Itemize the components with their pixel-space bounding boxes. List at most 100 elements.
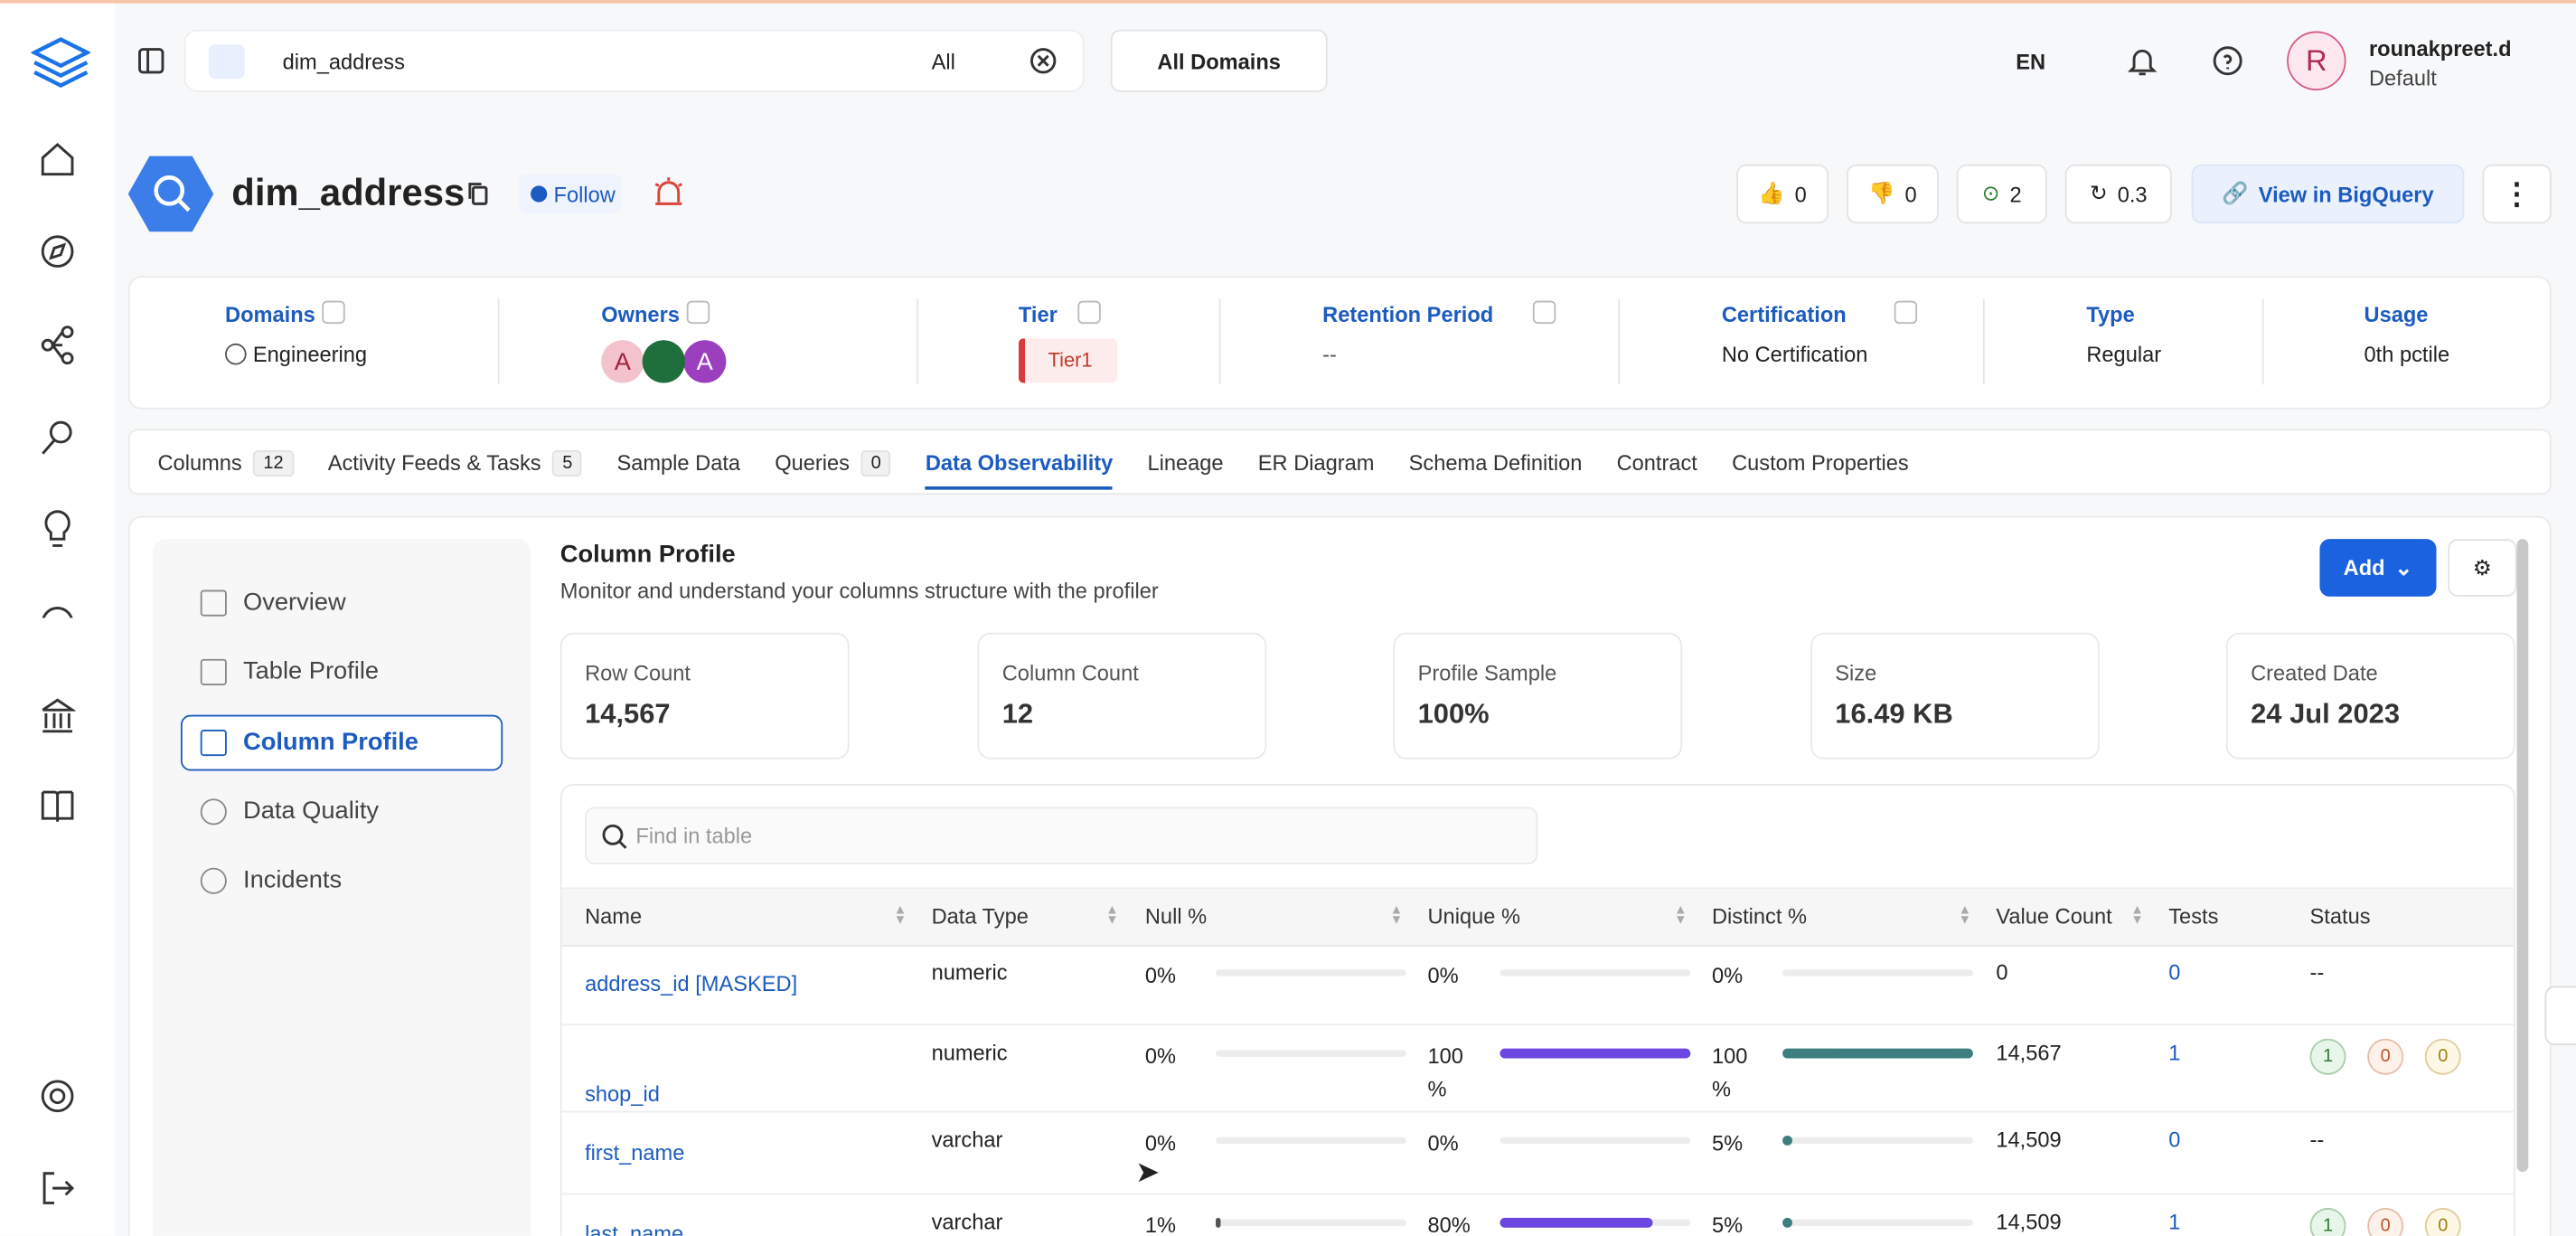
status: -- <box>2310 959 2325 984</box>
add-button[interactable]: Add⌄ <box>2319 539 2436 597</box>
tab[interactable]: Columns <box>157 450 241 475</box>
owner-avatar[interactable]: A <box>601 340 644 382</box>
column-header: Data Type <box>932 904 1029 929</box>
data-type: numeric <box>932 1041 1008 1065</box>
open-in-bigquery[interactable]: 🔗View in BigQuery <box>2192 165 2465 223</box>
nav-icons-bottom[interactable] <box>40 1078 76 1209</box>
nav-item[interactable]: Overview <box>243 589 346 617</box>
owner-avatar-image[interactable] <box>643 340 685 382</box>
sort-icon[interactable]: ▲▼ <box>1674 905 1687 925</box>
nav-icons-2[interactable] <box>40 697 76 828</box>
column-name[interactable]: first_name <box>585 1140 684 1165</box>
tab[interactable]: Lineage <box>1147 450 1223 475</box>
tab[interactable]: Sample Data <box>616 450 740 475</box>
tests[interactable]: 1 <box>2168 1210 2180 1234</box>
tests-count[interactable]: ⊙2 <box>1957 165 2047 223</box>
tab-underline <box>926 486 1113 490</box>
tab-count: 0 <box>861 450 891 476</box>
alert[interactable] <box>653 175 685 208</box>
column-header: Null % <box>1145 904 1207 929</box>
entity-name: dim_address <box>231 171 465 215</box>
copy[interactable] <box>466 183 489 205</box>
status-badge: 1 <box>2310 1039 2346 1075</box>
column-name[interactable]: address_id [MASKED] <box>585 971 797 995</box>
tab[interactable]: Data Observability <box>926 450 1113 475</box>
nav-icons[interactable] <box>40 141 76 618</box>
owner-avatar[interactable]: A <box>683 340 726 382</box>
property-label: Certification <box>1722 302 1847 326</box>
tab[interactable]: Contract <box>1617 450 1697 475</box>
edit-icon[interactable] <box>1894 301 1916 324</box>
tab[interactable]: Queries <box>775 450 850 475</box>
settings-button[interactable]: ⚙ <box>2448 539 2516 597</box>
sort-icon[interactable]: ▲▼ <box>1105 905 1118 925</box>
pct-label: 1% <box>1145 1210 1211 1236</box>
version[interactable]: ↻0.3 <box>2065 165 2172 223</box>
data-type: numeric <box>932 959 1008 984</box>
sort-icon[interactable]: ▲▼ <box>2130 905 2143 925</box>
tests[interactable]: 1 <box>2168 1041 2180 1065</box>
user-role: Default <box>2369 66 2437 90</box>
tab[interactable]: ER Diagram <box>1258 450 1375 475</box>
tab-count: 12 <box>253 450 293 476</box>
nav-item[interactable]: Data Quality <box>243 797 379 825</box>
user-avatar[interactable]: R <box>2287 32 2346 90</box>
help[interactable] <box>2213 46 2242 76</box>
pct-label: 5% <box>1712 1127 1778 1160</box>
column-name[interactable]: shop_id <box>585 1081 660 1106</box>
language[interactable]: EN <box>2016 50 2045 74</box>
tests[interactable]: 0 <box>2168 1127 2180 1152</box>
side-handle[interactable] <box>2544 986 2576 1045</box>
summary-value: 24 Jul 2023 <box>2251 698 2400 731</box>
sort-icon[interactable]: ▲▼ <box>1390 905 1403 925</box>
column-header: Value Count <box>1996 904 2111 929</box>
summary-card <box>560 633 850 760</box>
column-name[interactable]: last_name <box>585 1221 683 1235</box>
column-header: Status <box>2310 904 2371 929</box>
nav-icon <box>201 590 227 617</box>
divider <box>1983 299 1985 385</box>
tier-value: Tier1 <box>1048 348 1093 371</box>
row-border <box>562 1111 2514 1113</box>
summary-label: Profile Sample <box>1418 661 1557 685</box>
summary-label: Row Count <box>585 661 691 685</box>
tab[interactable]: Activity Feeds & Tasks <box>328 450 541 475</box>
more-menu[interactable]: ⋮ <box>2482 165 2551 223</box>
properties-card <box>128 276 2552 409</box>
tests[interactable]: 0 <box>2168 959 2180 984</box>
pct-bar <box>1216 1218 1220 1228</box>
tab[interactable]: Custom Properties <box>1732 450 1909 475</box>
nav-item[interactable]: Incidents <box>243 866 342 894</box>
upvote[interactable]: 👍0 <box>1736 165 1829 223</box>
summary-label: Size <box>1835 661 1876 685</box>
pct-track <box>1782 969 1973 976</box>
notifications[interactable] <box>2128 46 2158 76</box>
sort-icon[interactable]: ▲▼ <box>894 905 907 925</box>
tab[interactable]: Schema Definition <box>1409 450 1583 475</box>
pct-bar <box>1782 1218 1792 1228</box>
search-scope[interactable]: All <box>932 50 955 74</box>
clear-search[interactable] <box>1030 48 1057 74</box>
domain-filter[interactable]: All Domains <box>1111 30 1328 92</box>
top-accent <box>0 0 2576 4</box>
summary-card <box>2226 633 2515 760</box>
edit-icon[interactable] <box>1532 301 1555 324</box>
summary-label: Column Count <box>1002 661 1139 685</box>
sort-icon[interactable]: ▲▼ <box>1959 905 1971 925</box>
version-value: 0.3 <box>2118 182 2148 206</box>
add-label: Add <box>2344 555 2385 580</box>
search-icon <box>209 44 245 79</box>
downvote[interactable]: 👎0 <box>1847 165 1939 223</box>
nav-item[interactable]: Table Profile <box>243 658 379 686</box>
edit-icon[interactable] <box>1078 301 1101 324</box>
domain-filter-label: All Domains <box>1157 49 1281 73</box>
edit-icon[interactable] <box>686 301 709 324</box>
logo <box>32 33 90 91</box>
nav-item[interactable]: Column Profile <box>243 727 418 755</box>
edit-icon[interactable] <box>323 301 345 324</box>
sidebar-toggle[interactable] <box>138 48 165 74</box>
pct-label: 80% <box>1427 1210 1493 1236</box>
tests-icon: ⊙ <box>1982 181 2000 207</box>
scrollbar[interactable] <box>2517 539 2529 1172</box>
